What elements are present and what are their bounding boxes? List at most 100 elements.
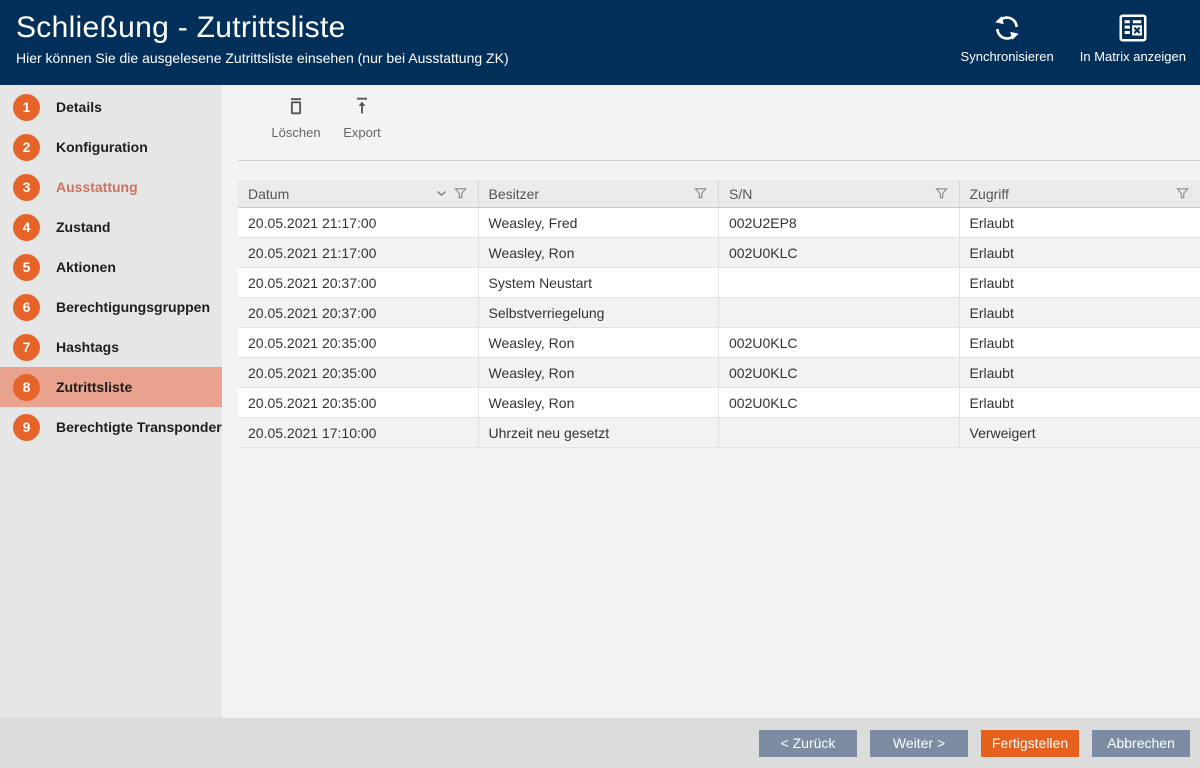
sidebar-item-konfiguration[interactable]: 2 Konfiguration (0, 127, 222, 167)
table-cell (719, 268, 960, 297)
export-button-label: Export (343, 125, 381, 140)
show-in-matrix-button[interactable]: In Matrix anzeigen (1080, 13, 1186, 64)
synchronize-button[interactable]: Synchronisieren (961, 13, 1054, 64)
column-header-label: Zugriff (969, 185, 1009, 202)
table-cell: 20.05.2021 20:35:00 (238, 328, 479, 357)
table-cell: Weasley, Ron (479, 358, 719, 387)
sidebar-item-label: Berechtigte Transponder (56, 419, 222, 435)
step-number-badge: 2 (13, 133, 40, 161)
table-cell: 20.05.2021 20:37:00 (238, 268, 479, 297)
table-cell: 20.05.2021 20:35:00 (238, 388, 479, 417)
table-cell: 002U0KLC (719, 328, 960, 357)
delete-button[interactable]: Löschen (268, 95, 324, 140)
table-cell: 002U0KLC (719, 358, 960, 387)
trash-icon-slot (285, 95, 307, 120)
table-cell: Erlaubt (969, 334, 1014, 351)
export-icon-slot (351, 95, 373, 120)
step-number-badge: 6 (13, 293, 40, 321)
sidebar-item-label: Zutrittsliste (56, 379, 133, 395)
trash-icon (290, 98, 302, 115)
column-header-besitzer[interactable]: Besitzer (479, 180, 719, 207)
table-row[interactable]: 20.05.2021 21:17:00 Weasley, Ron 002U0KLC E… (238, 238, 1200, 268)
table-cell: Erlaubt (969, 364, 1014, 381)
chevron-down-icon (436, 190, 446, 197)
table-cell: 20.05.2021 21:17:00 (238, 238, 479, 267)
table-row[interactable]: 20.05.2021 20:35:00 Weasley, Ron 002U0KLC E… (238, 328, 1200, 358)
step-number-badge: 3 (13, 173, 40, 201)
column-header-zugriff[interactable]: Zugriff (960, 180, 1200, 207)
sidebar-item-ausstattung[interactable]: 3 Ausstattung (0, 167, 222, 207)
sidebar-item-hashtags[interactable]: 7 Hashtags (0, 327, 222, 367)
table-cell: Weasley, Ron (479, 238, 719, 267)
export-button[interactable]: Export (334, 95, 390, 140)
funnel-icon[interactable] (934, 186, 949, 201)
table-cell: Erlaubt (969, 244, 1014, 261)
step-number-badge: 9 (13, 413, 40, 441)
matrix-icon (1119, 14, 1147, 42)
table-cell: Weasley, Ron (479, 328, 719, 357)
table-row[interactable]: 20.05.2021 20:35:00 Weasley, Ron 002U0KLC E… (238, 388, 1200, 418)
column-header-label: Datum (248, 185, 290, 202)
sidebar-item-aktionen[interactable]: 5 Aktionen (0, 247, 222, 287)
finish-button[interactable]: Fertigstellen (981, 729, 1079, 757)
column-header-label: Besitzer (488, 185, 540, 202)
table-cell: 20.05.2021 21:17:00 (238, 208, 479, 237)
table-cell: Erlaubt (969, 274, 1014, 291)
page-title: Schließung - Zutrittsliste (16, 11, 346, 44)
next-button[interactable]: Weiter > (870, 729, 968, 757)
funnel-icon[interactable] (1175, 186, 1190, 201)
step-number-badge: 7 (13, 333, 40, 361)
access-list-table: Datum Besitzer S/N Zugriff 20.05.2021 21… (238, 180, 1200, 448)
delete-button-label: Löschen (271, 125, 321, 140)
sidebar: 1 Details 2 Konfiguration 3 Ausstattung 4 Zusta… (0, 85, 222, 718)
sidebar-item-label: Konfiguration (56, 139, 148, 155)
table-cell: Erlaubt (969, 304, 1014, 321)
cancel-button[interactable]: Abbrechen (1092, 729, 1190, 757)
table-cell: 002U0KLC (719, 388, 960, 417)
table-row[interactable]: 20.05.2021 17:10:00 Uhrzeit neu gesetzt Ve… (238, 418, 1200, 448)
header-action-label: In Matrix anzeigen (1079, 49, 1186, 64)
table-cell: Weasley, Fred (479, 208, 719, 237)
column-header-s-n[interactable]: S/N (719, 180, 960, 207)
header-titles: Schließung - Zutrittsliste Hier können S… (16, 9, 509, 66)
sidebar-item-berechtigte-transponder[interactable]: 9 Berechtigte Transponder (0, 407, 222, 447)
table-cell: Erlaubt (969, 214, 1014, 231)
sidebar-item-label: Zustand (56, 219, 111, 235)
sidebar-item-zutrittsliste[interactable]: 8 Zutrittsliste (0, 367, 222, 407)
main-content: Löschen Export Datum Besitzer S/N Zugrif… (222, 85, 1200, 718)
page-subtitle: Hier können Sie die ausgelesene Zutritts… (16, 50, 509, 66)
toolbar: Löschen Export (268, 95, 390, 140)
table-row[interactable]: 20.05.2021 21:17:00 Weasley, Fred 002U2EP8… (238, 208, 1200, 238)
column-header-datum[interactable]: Datum (238, 180, 479, 207)
table-cell: 002U0KLC (719, 238, 960, 267)
table-cell: 20.05.2021 20:35:00 (238, 358, 479, 387)
sidebar-item-details[interactable]: 1 Details (0, 87, 222, 127)
table-cell: 002U2EP8 (719, 208, 960, 237)
back-button[interactable]: < Zurück (759, 729, 857, 757)
step-number-badge: 1 (13, 93, 40, 121)
table-row[interactable]: 20.05.2021 20:37:00 Selbstverriegelung Erl… (238, 298, 1200, 328)
step-number-badge: 5 (13, 253, 40, 281)
table-row[interactable]: 20.05.2021 20:35:00 Weasley, Ron 002U0KLC E… (238, 358, 1200, 388)
table-cell: Uhrzeit neu gesetzt (479, 418, 719, 447)
funnel-icon[interactable] (693, 186, 708, 201)
table-cell: System Neustart (479, 268, 719, 297)
table-cell: 20.05.2021 20:37:00 (238, 298, 479, 327)
table-header-row: Datum Besitzer S/N Zugriff (238, 180, 1200, 208)
table-cell: Verweigert (969, 424, 1036, 441)
sidebar-item-zustand[interactable]: 4 Zustand (0, 207, 222, 247)
header: Schließung - Zutrittsliste Hier können S… (0, 0, 1200, 85)
header-action-label: Synchronisieren (960, 49, 1054, 64)
table-cell (719, 418, 960, 447)
funnel-icon[interactable] (453, 186, 468, 201)
export-icon (356, 97, 368, 114)
step-number-badge: 4 (13, 213, 40, 241)
table-row[interactable]: 20.05.2021 20:37:00 System Neustart Erlaub… (238, 268, 1200, 298)
table-cell: Erlaubt (969, 394, 1014, 411)
sidebar-item-berechtigungsgruppen[interactable]: 6 Berechtigungsgruppen (0, 287, 222, 327)
table-cell: 20.05.2021 17:10:00 (238, 418, 479, 447)
sidebar-item-label: Ausstattung (56, 179, 138, 195)
table-cell: Selbstverriegelung (479, 298, 719, 327)
step-number-badge: 8 (13, 373, 40, 401)
